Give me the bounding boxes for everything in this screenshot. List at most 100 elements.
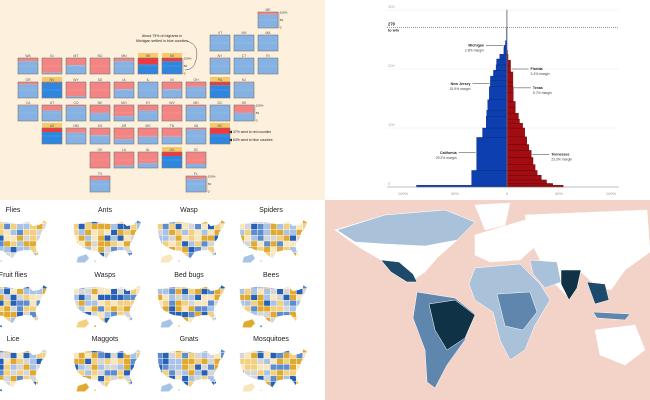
state-shape — [110, 387, 118, 388]
state-shape — [276, 381, 284, 388]
tile-border — [137, 81, 159, 99]
map-title: Bed bugs — [174, 272, 204, 279]
tile-border — [161, 57, 183, 75]
state-shape — [289, 252, 297, 259]
state-label: SC — [194, 148, 199, 152]
state-shape — [3, 223, 11, 230]
state-shape — [29, 229, 37, 236]
legend-red: 37% went to red counties — [233, 130, 271, 134]
state-shape — [84, 349, 92, 353]
state-shape — [97, 369, 105, 376]
legend-arrow-icon — [229, 130, 232, 134]
state-label: NM — [73, 124, 78, 128]
state-shape — [201, 311, 209, 318]
state-shape — [194, 317, 202, 324]
red-state-bar — [506, 81, 514, 87]
state-shape — [143, 247, 149, 253]
state-shape — [201, 288, 209, 295]
state-shape — [276, 300, 284, 307]
annotation-line: Michigan settled in blue counties — [136, 39, 188, 43]
state-shape — [110, 352, 118, 359]
state-shape — [263, 311, 271, 318]
state-shape — [168, 240, 176, 247]
state-shape — [194, 223, 202, 230]
state-shape — [10, 229, 18, 236]
state-shape — [16, 364, 24, 371]
state-tile-nd: ND — [89, 54, 111, 75]
state-shape — [244, 375, 252, 382]
state-shape — [110, 240, 118, 247]
state-shape — [309, 253, 315, 259]
state-shape — [3, 258, 11, 259]
red-state-bar — [506, 92, 514, 102]
state-shape — [201, 369, 209, 376]
state-shape — [181, 288, 189, 295]
tile-border — [41, 81, 63, 99]
state-shape — [276, 323, 284, 324]
state-shape — [194, 258, 202, 259]
state-shape — [194, 323, 202, 324]
red-share-bar — [186, 82, 206, 87]
state-shape — [214, 229, 221, 236]
state-tile-ms: MS — [137, 124, 159, 145]
state-shape — [162, 235, 170, 242]
state-shape — [3, 381, 11, 388]
state-shape — [296, 311, 303, 318]
red-share-bar — [90, 128, 110, 136]
state-shape — [10, 246, 18, 253]
state-shape — [194, 381, 202, 388]
state-shape — [296, 323, 303, 324]
state-shape — [123, 285, 131, 289]
red-state-bar — [506, 113, 519, 120]
tile-border — [89, 175, 111, 193]
blue-share-bar — [66, 106, 86, 121]
state-shape — [302, 311, 308, 318]
state-shape — [250, 358, 258, 365]
state-shape — [257, 369, 265, 376]
red-state-bar — [506, 164, 536, 171]
state-shape — [296, 375, 303, 382]
state-shape — [239, 311, 245, 318]
state-shape — [136, 323, 142, 324]
state-shape — [227, 258, 233, 264]
state-shape — [130, 387, 137, 388]
state-shape — [296, 252, 303, 259]
state-shape — [110, 300, 118, 307]
red-share-bar — [90, 176, 110, 180]
red-share-bar — [42, 128, 62, 132]
state-shape — [23, 223, 31, 230]
blue-share-bar — [162, 136, 182, 144]
state-label-highlight — [138, 53, 158, 58]
tile-border — [89, 57, 111, 75]
state-shape — [73, 240, 79, 247]
state-tile-va: VA — [185, 124, 207, 145]
state-shape — [276, 229, 284, 236]
alaska-shape — [160, 382, 174, 392]
state-shape — [201, 229, 209, 236]
state-shape — [123, 235, 131, 242]
us-map-maggots — [73, 348, 142, 392]
state-shape — [123, 300, 131, 307]
hawaii-shape — [260, 325, 262, 328]
state-shape — [143, 241, 149, 247]
state-shape — [97, 387, 105, 388]
state-label-highlight — [42, 123, 62, 128]
state-shape — [29, 240, 37, 247]
state-shape — [16, 305, 24, 312]
state-shape — [49, 224, 55, 230]
state-tile-ct: CT — [233, 54, 255, 75]
axis-tick-label: 0 — [280, 26, 282, 30]
state-shape — [257, 352, 265, 359]
state-shape — [73, 294, 79, 301]
state-shape — [3, 220, 11, 224]
state-shape — [244, 311, 252, 318]
state-shape — [263, 240, 271, 247]
state-shape — [175, 223, 183, 230]
state-shape — [104, 240, 112, 247]
state-shape — [36, 364, 43, 371]
state-shape — [207, 252, 215, 259]
state-shape — [123, 381, 131, 388]
state-shape — [181, 323, 189, 324]
state-shape — [104, 235, 112, 242]
state-shape — [263, 300, 271, 307]
